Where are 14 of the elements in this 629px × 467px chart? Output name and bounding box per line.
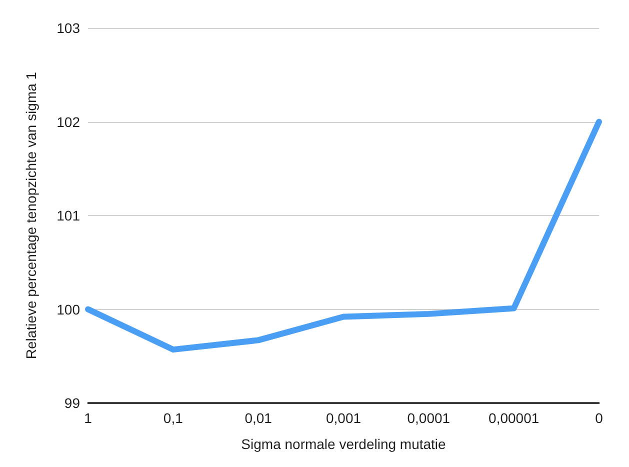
x-axis-title: Sigma normale verdeling mutatie — [241, 436, 446, 452]
y-tick-label: 102 — [56, 114, 80, 130]
x-tick-label: 0,1 — [163, 410, 184, 426]
y-axis-title: Relatieve percentage tenopzichte van sigma 1 — [23, 72, 39, 360]
x-tick-label: 0,001 — [326, 410, 362, 426]
y-tick-label: 103 — [56, 20, 80, 36]
x-tick-label: 0,01 — [244, 410, 272, 426]
y-tick-label: 99 — [64, 395, 80, 411]
x-tick-label: 0,0001 — [407, 410, 450, 426]
y-tick-label: 101 — [56, 208, 80, 224]
y-tick-label: 100 — [56, 301, 80, 318]
x-tick-label: 0 — [595, 410, 604, 426]
x-tick-label: 1 — [84, 410, 92, 426]
x-tick-label: 0,00001 — [488, 410, 540, 426]
